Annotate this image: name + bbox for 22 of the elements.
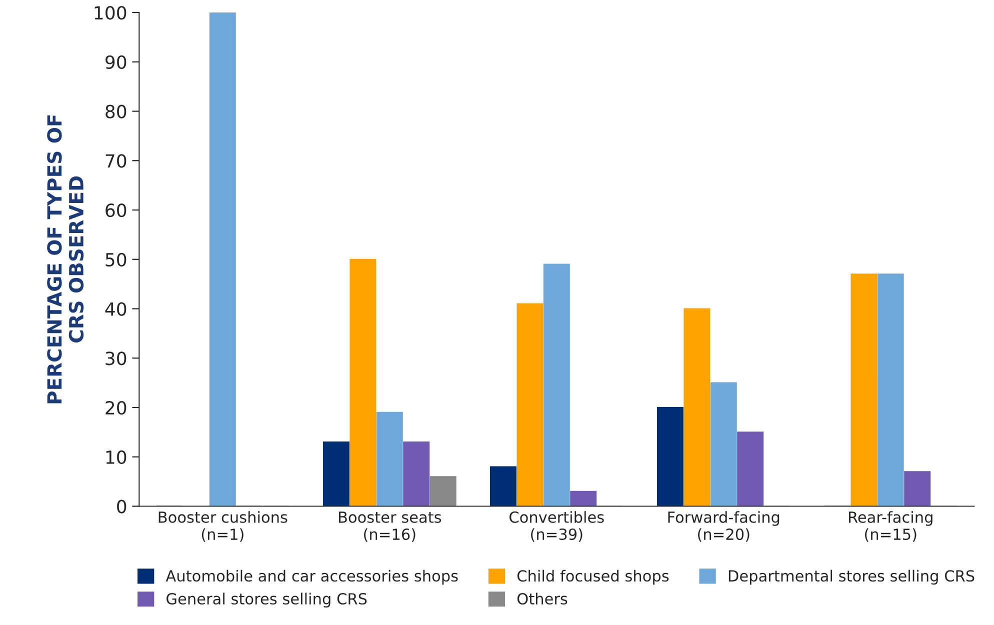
x-tick-label: Booster cushions (n=1) [158,511,288,542]
legend-label: Child focused shops [517,570,669,585]
x-tick-label: Forward-facing (n=20) [668,511,780,542]
y-tick-label: 0 [117,500,126,514]
y-tick-label: 90 [106,55,126,69]
y-tick-label: 80 [106,104,126,118]
legend-label: Automobile and car accessories shops [166,570,458,585]
y-tick-label: 30 [106,352,126,366]
y-axis-title: PERCENTAGE OF TYPES OF CRS OBSERVED [47,115,84,404]
legend-label: Departmental stores selling CRS [728,570,974,585]
x-tick-label: Booster seats (n=16) [338,512,442,542]
x-tick-label: Convertibles (n=39) [510,511,604,542]
y-tick-label: 50 [106,252,126,266]
y-tick-label: 10 [106,450,126,464]
x-tick-label: Rear-facing (n=15) [848,511,932,542]
legend-label: Others [517,592,568,605]
y-tick-label: 60 [106,203,126,218]
legend-label: General stores selling CRS [166,592,367,608]
y-tick-label: 70 [106,154,126,168]
y-tick-label: 100 [94,6,126,20]
y-tick-label: 40 [105,302,126,316]
y-tick-label: 20 [106,400,126,415]
